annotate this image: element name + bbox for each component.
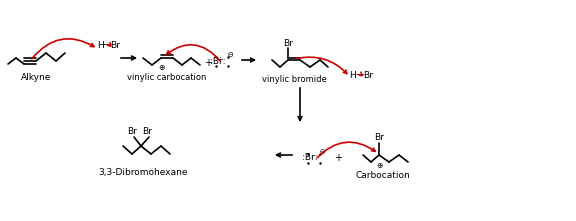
Text: Br: Br <box>374 133 384 143</box>
Text: H: H <box>350 70 357 80</box>
Text: Br: Br <box>283 38 293 48</box>
Text: :Bṙ̇:: :Bṙ̇: <box>210 57 226 65</box>
Text: Br: Br <box>142 126 152 135</box>
Text: Br: Br <box>127 126 137 135</box>
Text: 3,3-Dibromohexane: 3,3-Dibromohexane <box>98 168 188 177</box>
Text: Br: Br <box>363 70 373 80</box>
Text: +: + <box>204 58 212 68</box>
Text: Alkyne: Alkyne <box>21 74 51 82</box>
Text: Θ: Θ <box>319 149 325 155</box>
Text: Θ: Θ <box>228 52 233 58</box>
Text: ⊕: ⊕ <box>158 63 164 72</box>
Text: vinylic carbocation: vinylic carbocation <box>127 72 207 82</box>
Text: H: H <box>97 40 103 50</box>
Text: vinylic bromide: vinylic bromide <box>262 76 327 84</box>
Text: Carbocation: Carbocation <box>355 171 410 181</box>
Text: —: — <box>355 70 365 80</box>
Text: —: — <box>103 40 112 50</box>
Text: Br: Br <box>110 40 120 50</box>
Text: +: + <box>334 153 342 163</box>
Text: :Br:: :Br: <box>302 154 318 162</box>
Text: ⊕: ⊕ <box>376 160 382 170</box>
